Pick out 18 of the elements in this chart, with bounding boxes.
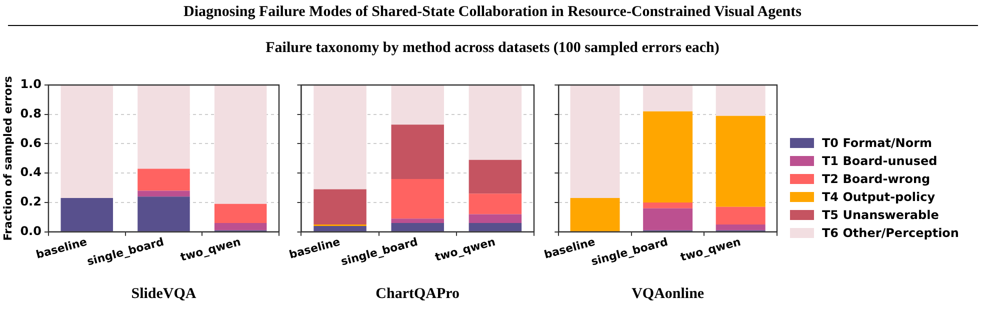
x-axis-title: SlideVQA <box>131 286 196 302</box>
y-tick-label: 0.8 <box>20 106 42 120</box>
y-axis-title: Fraction of sampled errors <box>1 76 14 241</box>
chart-subtitle: Failure taxonomy by method across datasets (100 sampled errors each) <box>264 40 720 57</box>
y-tick-label: 0.6 <box>20 136 42 150</box>
x-axis-title: VQAonline <box>632 286 704 302</box>
legend-label: T5 Unanswerable <box>822 208 939 222</box>
legend-label: T2 Board-wrong <box>822 172 930 186</box>
y-tick-label: 1.0 <box>20 77 42 92</box>
x-axis-title: ChartQAPro <box>376 286 460 302</box>
chart-title: Diagnosing Failure Modes of Shared-State Collaboration in Resource-Constrained Visual Agents <box>182 4 802 21</box>
legend-label: T6 Other/Perception <box>822 226 959 240</box>
legend-label: T0 Format/Norm <box>822 136 932 150</box>
y-tick-label: 0.2 <box>20 194 42 209</box>
y-tick-label: 0.4 <box>20 165 42 180</box>
legend-label: T1 Board-unused <box>822 154 938 168</box>
legend-label: T4 Output-policy <box>822 190 936 204</box>
y-tick-label: 0.0 <box>20 224 42 238</box>
